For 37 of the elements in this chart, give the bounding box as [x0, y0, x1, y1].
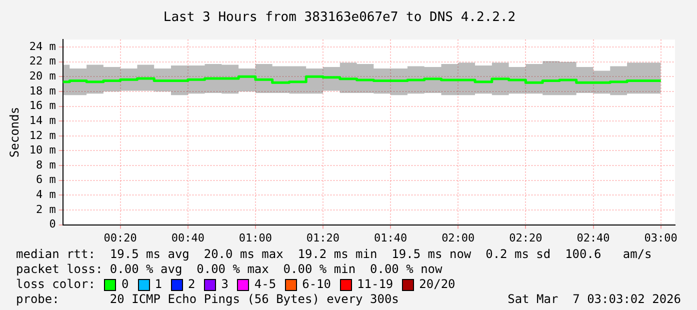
y-tick-label: 12 m — [29, 128, 56, 142]
y-tick-label: 6 m — [36, 173, 56, 186]
y-axis-title: Seconds — [7, 106, 22, 158]
text: median rtt: 19.5 ms avg 20.0 ms max 19.2 ms min 19.5 ms now 0.2 ms sd 100.6 am/s — [16, 247, 652, 262]
text: probe: 20 ICMP Echo Pings (56 Bytes) every 300s — [16, 292, 399, 307]
legend-label: 2 — [188, 277, 196, 292]
y-tick-label: 18 m — [29, 84, 56, 98]
legend-title: loss color: — [16, 277, 96, 292]
text: packet loss: 0.00 % avg 0.00 % max 0.00 % min 0.00 % now — [16, 262, 442, 277]
x-tick-label: 00:40 — [171, 231, 204, 244]
text: Sat Mar 7 03:03:02 2026 — [508, 292, 681, 307]
x-tick-label: 01:00 — [238, 231, 272, 244]
legend-label: 1 — [154, 277, 162, 292]
x-tick-label: 01:40 — [374, 231, 408, 244]
legend-label: 11-19 — [357, 277, 394, 292]
legend-label: 4-5 — [254, 277, 276, 292]
y-tick-label: 2 m — [36, 202, 56, 216]
y-tick-label: 16 m — [29, 99, 56, 112]
x-tick-label: 01:20 — [306, 231, 340, 244]
legend-label: 20/20 — [419, 277, 456, 292]
legend-label: 0 — [121, 277, 129, 292]
y-tick-label: 20 m — [29, 70, 56, 82]
y-tick-label: 14 m — [29, 114, 56, 127]
legend-label: 3 — [221, 277, 228, 292]
chart-title: Last 3 Hours from 383163e067e7 to DNS 4.2.2.2 — [163, 10, 516, 26]
x-tick-label: 03:00 — [644, 231, 678, 244]
x-tick-label: 02:00 — [442, 231, 475, 244]
y-tick-label: 0 — [49, 218, 56, 231]
y-tick-label: 24 m — [29, 40, 56, 53]
legend-label: 6-10 — [302, 277, 332, 292]
y-tick-label: 8 m — [36, 158, 56, 172]
y-tick-label: 10 m — [29, 144, 56, 157]
x-tick-label: 02:20 — [509, 231, 542, 244]
x-tick-label: 00:20 — [104, 231, 137, 244]
y-tick-label: 22 m — [29, 54, 56, 68]
y-tick-label: 4 m — [36, 188, 56, 202]
x-tick-label: 02:40 — [576, 231, 610, 244]
